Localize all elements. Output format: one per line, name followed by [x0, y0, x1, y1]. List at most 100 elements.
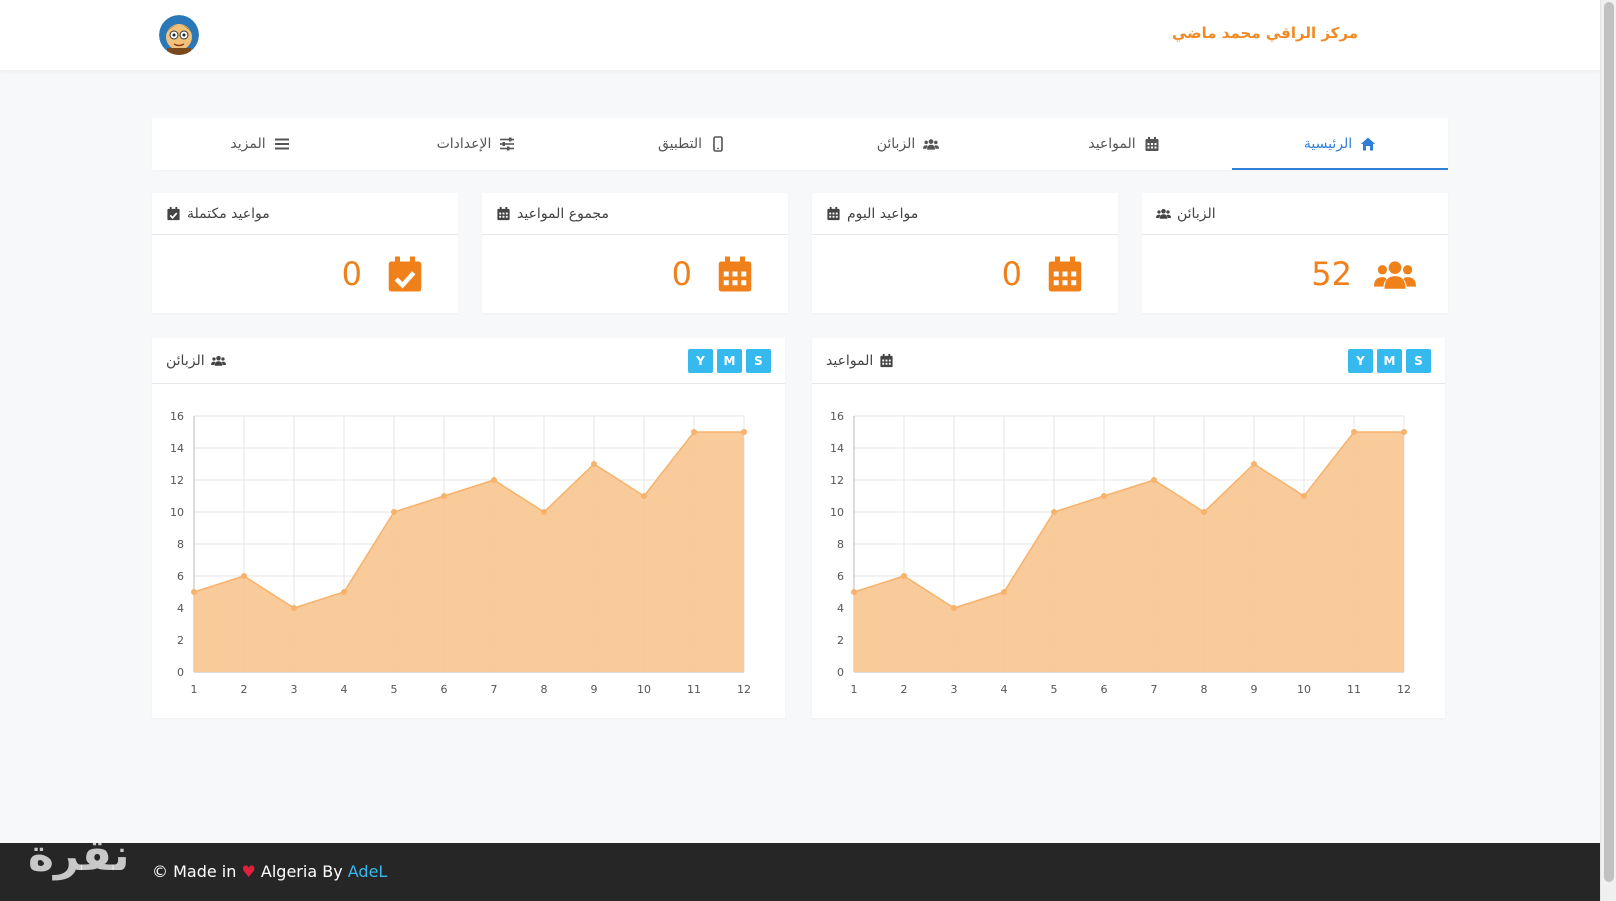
tab-label: الرئيسية: [1303, 136, 1353, 152]
y-tick-label: 16: [830, 410, 844, 423]
y-tick-label: 4: [837, 602, 844, 615]
footer-credit: © Made in ♥ Algeria By AdeL: [152, 862, 387, 881]
tab-label: المزيد: [230, 136, 266, 152]
appointments-chart-card: المواعيد Y M S 0 2 4 6 8 10 12 14 16 1 2 3 4 5 6 7 8 9 10 1…: [812, 338, 1445, 718]
tab-label: التطبيق: [658, 136, 702, 152]
scrollbar[interactable]: [1600, 0, 1616, 901]
x-tick-label: 11: [687, 683, 701, 696]
y-tick-label: 12: [170, 474, 184, 487]
menu-icon: [274, 138, 289, 150]
avatar[interactable]: [159, 15, 199, 55]
data-point: [951, 605, 957, 611]
x-tick-label: 6: [1101, 683, 1108, 696]
users-icon: [1156, 209, 1171, 219]
y-tick-label: 0: [177, 666, 184, 679]
x-tick-label: 8: [541, 683, 548, 696]
stat-card-header: مجموع المواعيد: [482, 193, 788, 235]
data-point: [541, 509, 547, 515]
chart-title: المواعيد: [826, 353, 894, 369]
x-tick-label: 3: [951, 683, 958, 696]
x-tick-label: 11: [1347, 683, 1361, 696]
stat-body: 0: [152, 235, 458, 313]
y-tick-label: 4: [177, 602, 184, 615]
tab-appointments[interactable]: المواعيد: [1016, 118, 1232, 170]
calendar-icon: [827, 206, 840, 221]
y-tick-label: 10: [170, 506, 184, 519]
x-tick-label: 5: [1051, 683, 1058, 696]
sliders-icon: [500, 137, 515, 151]
series-line: [193, 431, 744, 609]
stat-card-total-appointments: مجموع المواعيد 0: [482, 193, 788, 313]
tab-label: الإعدادات: [436, 136, 492, 152]
period-week-button[interactable]: S: [1406, 348, 1431, 373]
top-navbar: مركز الراقي محمد ماضي: [0, 0, 1600, 70]
y-tick-label: 14: [170, 442, 184, 455]
tab-more[interactable]: المزيد: [152, 118, 368, 170]
stat-title: مواعيد اليوم: [847, 205, 919, 222]
footer: © Made in ♥ Algeria By AdeL: [0, 843, 1600, 901]
data-point: [741, 429, 747, 435]
footer-middle: Algeria By: [260, 862, 343, 881]
users-icon: [210, 356, 226, 366]
area-series: [194, 432, 744, 672]
footer-prefix: © Made in: [152, 862, 237, 881]
y-tick-label: 8: [177, 538, 184, 551]
avatar-cartoon-icon: [159, 15, 199, 55]
tab-customers[interactable]: الزبائن: [800, 118, 1016, 170]
stat-title: الزبائن: [1177, 205, 1216, 222]
x-tick-label: 1: [191, 683, 198, 696]
x-tick-label: 4: [1001, 683, 1008, 696]
scrollbar-thumb[interactable]: [1604, 2, 1614, 882]
data-point: [1201, 509, 1207, 515]
author-link[interactable]: AdeL: [347, 862, 388, 881]
stat-card-header: الزبائن: [1142, 193, 1448, 235]
stat-card-customers: الزبائن 52: [1142, 193, 1448, 313]
period-month-button[interactable]: M: [1377, 348, 1402, 373]
x-tick-label: 3: [291, 683, 298, 696]
stat-body: 0: [482, 235, 788, 313]
calendar-check-icon: [388, 256, 422, 292]
stat-card-completed-appointments: مواعيد مكتملة 0: [152, 193, 458, 313]
x-tick-label: 10: [637, 683, 651, 696]
data-point: [641, 493, 647, 499]
tab-app[interactable]: التطبيق: [584, 118, 800, 170]
main-tabs: الرئيسية المواعيد الزبائن التطبيق الإعدا…: [152, 118, 1448, 170]
calendar-icon: [1048, 256, 1082, 292]
data-point: [291, 605, 297, 611]
stat-title: مواعيد مكتملة: [187, 205, 270, 222]
y-tick-label: 16: [170, 410, 184, 423]
y-tick-label: 2: [177, 634, 184, 647]
x-tick-label: 9: [591, 683, 598, 696]
data-point: [491, 477, 497, 483]
tab-settings[interactable]: الإعدادات: [368, 118, 584, 170]
chart-title-text: المواعيد: [826, 352, 874, 369]
period-buttons: Y M S: [1348, 348, 1431, 373]
mobile-icon: [713, 136, 723, 152]
stat-body: 52: [1142, 235, 1448, 313]
data-point: [851, 589, 857, 595]
tab-label: الزبائن: [876, 136, 916, 152]
y-tick-label: 12: [830, 474, 844, 487]
data-point: [1151, 477, 1157, 483]
watermark-logo: نقرة: [28, 830, 132, 881]
x-tick-label: 7: [1151, 683, 1158, 696]
brand-title[interactable]: مركز الراقي محمد ماضي: [1172, 24, 1358, 42]
period-year-button[interactable]: Y: [1348, 348, 1373, 373]
period-week-button[interactable]: S: [746, 348, 771, 373]
x-tick-label: 5: [391, 683, 398, 696]
x-tick-label: 7: [491, 683, 498, 696]
tab-home[interactable]: الرئيسية: [1232, 118, 1448, 170]
y-tick-label: 10: [830, 506, 844, 519]
period-month-button[interactable]: M: [717, 348, 742, 373]
calendar-icon: [1145, 137, 1159, 151]
data-point: [1251, 461, 1257, 467]
series-line: [853, 431, 1404, 609]
x-tick-label: 8: [1201, 683, 1208, 696]
chart-card-header: المواعيد Y M S: [812, 338, 1445, 384]
period-year-button[interactable]: Y: [688, 348, 713, 373]
chart-card-header: الزبائن Y M S: [152, 338, 785, 384]
users-icon: [923, 139, 940, 150]
tab-label: المواعيد: [1088, 136, 1136, 152]
y-tick-label: 0: [837, 666, 844, 679]
